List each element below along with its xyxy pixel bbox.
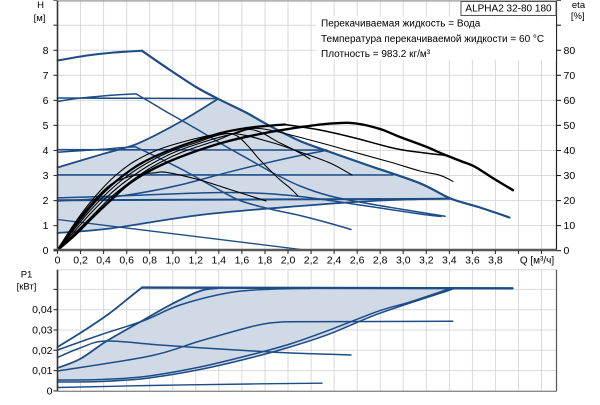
svg-text:20: 20 — [564, 195, 576, 207]
svg-text:4: 4 — [43, 145, 49, 157]
svg-text:6: 6 — [43, 95, 49, 107]
svg-text:0: 0 — [55, 254, 61, 266]
svg-text:70: 70 — [564, 70, 576, 82]
svg-text:H: H — [37, 0, 44, 11]
svg-text:3,2: 3,2 — [419, 254, 434, 266]
svg-text:10: 10 — [564, 220, 576, 232]
svg-text:3,4: 3,4 — [442, 254, 457, 266]
svg-text:0: 0 — [47, 385, 53, 397]
svg-text:Q [м³/ч]: Q [м³/ч] — [520, 255, 555, 266]
svg-text:1,2: 1,2 — [188, 254, 203, 266]
svg-text:0,4: 0,4 — [96, 254, 111, 266]
svg-text:3,8: 3,8 — [488, 254, 503, 266]
svg-text:80: 80 — [564, 45, 576, 57]
svg-text:0,04: 0,04 — [32, 304, 53, 316]
svg-text:0: 0 — [43, 245, 49, 257]
svg-text:P1: P1 — [21, 270, 33, 281]
svg-text:0: 0 — [564, 245, 570, 257]
svg-text:3,6: 3,6 — [465, 254, 480, 266]
svg-text:0,02: 0,02 — [32, 345, 53, 357]
svg-text:0,2: 0,2 — [73, 254, 88, 266]
svg-text:3,0: 3,0 — [396, 254, 411, 266]
svg-text:30: 30 — [564, 170, 576, 182]
svg-text:2,8: 2,8 — [373, 254, 388, 266]
svg-text:0,6: 0,6 — [119, 254, 134, 266]
svg-text:[%]: [%] — [571, 11, 585, 22]
svg-text:Плотность = 983.2 кг/м³: Плотность = 983.2 кг/м³ — [321, 49, 431, 60]
svg-text:Перекачиваемая жидкость = Вода: Перекачиваемая жидкость = Вода — [321, 19, 481, 30]
svg-text:7: 7 — [43, 70, 49, 82]
svg-text:2,6: 2,6 — [350, 254, 365, 266]
svg-text:0,01: 0,01 — [32, 365, 53, 377]
svg-text:2,0: 2,0 — [281, 254, 296, 266]
svg-text:1,4: 1,4 — [212, 254, 227, 266]
svg-text:60: 60 — [564, 95, 576, 107]
svg-text:1: 1 — [43, 220, 49, 232]
svg-text:1,0: 1,0 — [165, 254, 180, 266]
svg-text:40: 40 — [564, 145, 576, 157]
svg-text:1,6: 1,6 — [235, 254, 250, 266]
svg-text:8: 8 — [43, 45, 49, 57]
svg-text:[м]: [м] — [34, 13, 46, 24]
svg-text:5: 5 — [43, 120, 49, 132]
svg-text:[кВт]: [кВт] — [17, 282, 37, 293]
svg-text:2,2: 2,2 — [304, 254, 319, 266]
svg-text:3: 3 — [43, 170, 49, 182]
svg-text:Температура перекачиваемой жид: Температура перекачиваемой жидкости = 60… — [321, 34, 544, 45]
svg-text:2: 2 — [43, 195, 49, 207]
svg-text:2,4: 2,4 — [327, 254, 342, 266]
svg-text:0,03: 0,03 — [32, 325, 53, 337]
svg-text:50: 50 — [564, 120, 576, 132]
svg-text:1,8: 1,8 — [258, 254, 273, 266]
svg-text:eta: eta — [572, 0, 586, 11]
svg-text:ALPHA2 32-80 180: ALPHA2 32-80 180 — [465, 4, 552, 15]
svg-text:0,8: 0,8 — [142, 254, 157, 266]
